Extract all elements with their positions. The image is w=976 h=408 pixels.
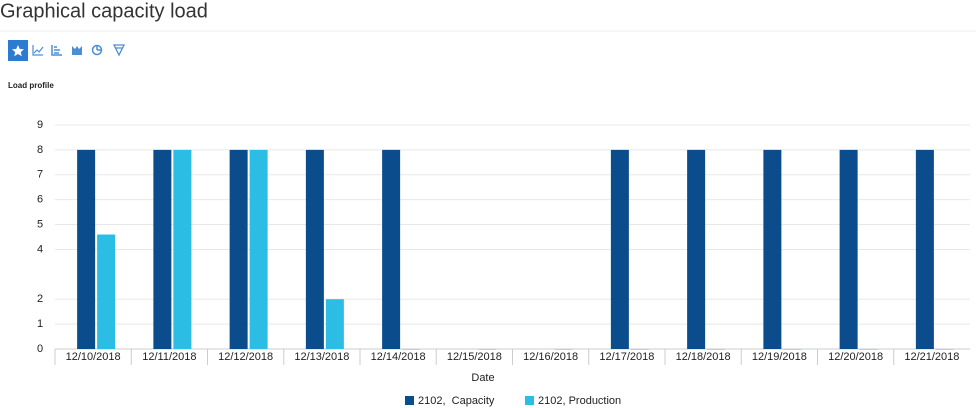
bar [915, 149, 934, 349]
bar [630, 349, 649, 350]
bar [783, 349, 802, 350]
x-tick-label: 12/12/2018 [218, 351, 273, 363]
bar [935, 349, 954, 350]
bar [839, 149, 858, 349]
chart-title: Load profile [8, 81, 54, 90]
y-tick-label: 8 [37, 144, 43, 156]
funnel-chart-button[interactable] [112, 44, 126, 57]
x-tick-label: 12/16/2018 [523, 351, 578, 363]
x-axis-label: Date [471, 372, 494, 384]
y-tick-label: 9 [37, 119, 43, 131]
bar [478, 349, 497, 350]
bar [249, 149, 268, 349]
page-title: Graphical capacity load [0, 0, 208, 22]
bar [229, 149, 248, 349]
bar [859, 349, 878, 350]
x-tick-label: 12/13/2018 [294, 351, 349, 363]
x-tick-label: 12/19/2018 [752, 351, 807, 363]
bar [382, 149, 401, 349]
bar [173, 149, 192, 349]
x-tick-label: 12/17/2018 [599, 351, 654, 363]
x-tick-label: 12/18/2018 [676, 351, 731, 363]
bar [610, 149, 629, 349]
pie-icon [96, 45, 102, 51]
y-tick-label: 6 [37, 194, 43, 206]
bar [402, 349, 421, 350]
y-tick-label: 1 [37, 318, 43, 330]
x-tick-label: 12/11/2018 [142, 351, 196, 363]
y-tick-label: 4 [37, 243, 43, 255]
legend-label: 2102, Capacity [418, 395, 495, 407]
bar [153, 149, 172, 349]
legend-swatch [405, 396, 414, 405]
area-chart-button[interactable] [72, 46, 82, 55]
bar [77, 149, 96, 349]
x-tick-label: 12/10/2018 [66, 351, 121, 363]
x-tick-label: 12/20/2018 [828, 351, 883, 363]
y-tick-label: 2 [37, 293, 43, 305]
x-tick-label: 12/14/2018 [371, 351, 426, 363]
legend-swatch [525, 396, 534, 405]
x-tick-label: 12/21/2018 [904, 351, 959, 363]
bar [305, 149, 324, 349]
bar [325, 299, 344, 349]
bar [707, 349, 726, 350]
bar [554, 349, 573, 350]
legend-label: 2102, Production [538, 395, 621, 407]
y-tick-label: 7 [37, 169, 43, 181]
bar [97, 234, 116, 349]
bar [687, 149, 706, 349]
x-tick-label: 12/15/2018 [447, 351, 502, 363]
bar-chart-button[interactable] [51, 45, 62, 56]
star-icon [12, 45, 24, 57]
toolbar [8, 40, 126, 61]
y-tick-label: 0 [37, 343, 43, 355]
bar [763, 149, 782, 349]
y-tick-label: 5 [37, 218, 43, 230]
line-chart-button[interactable] [32, 45, 44, 56]
